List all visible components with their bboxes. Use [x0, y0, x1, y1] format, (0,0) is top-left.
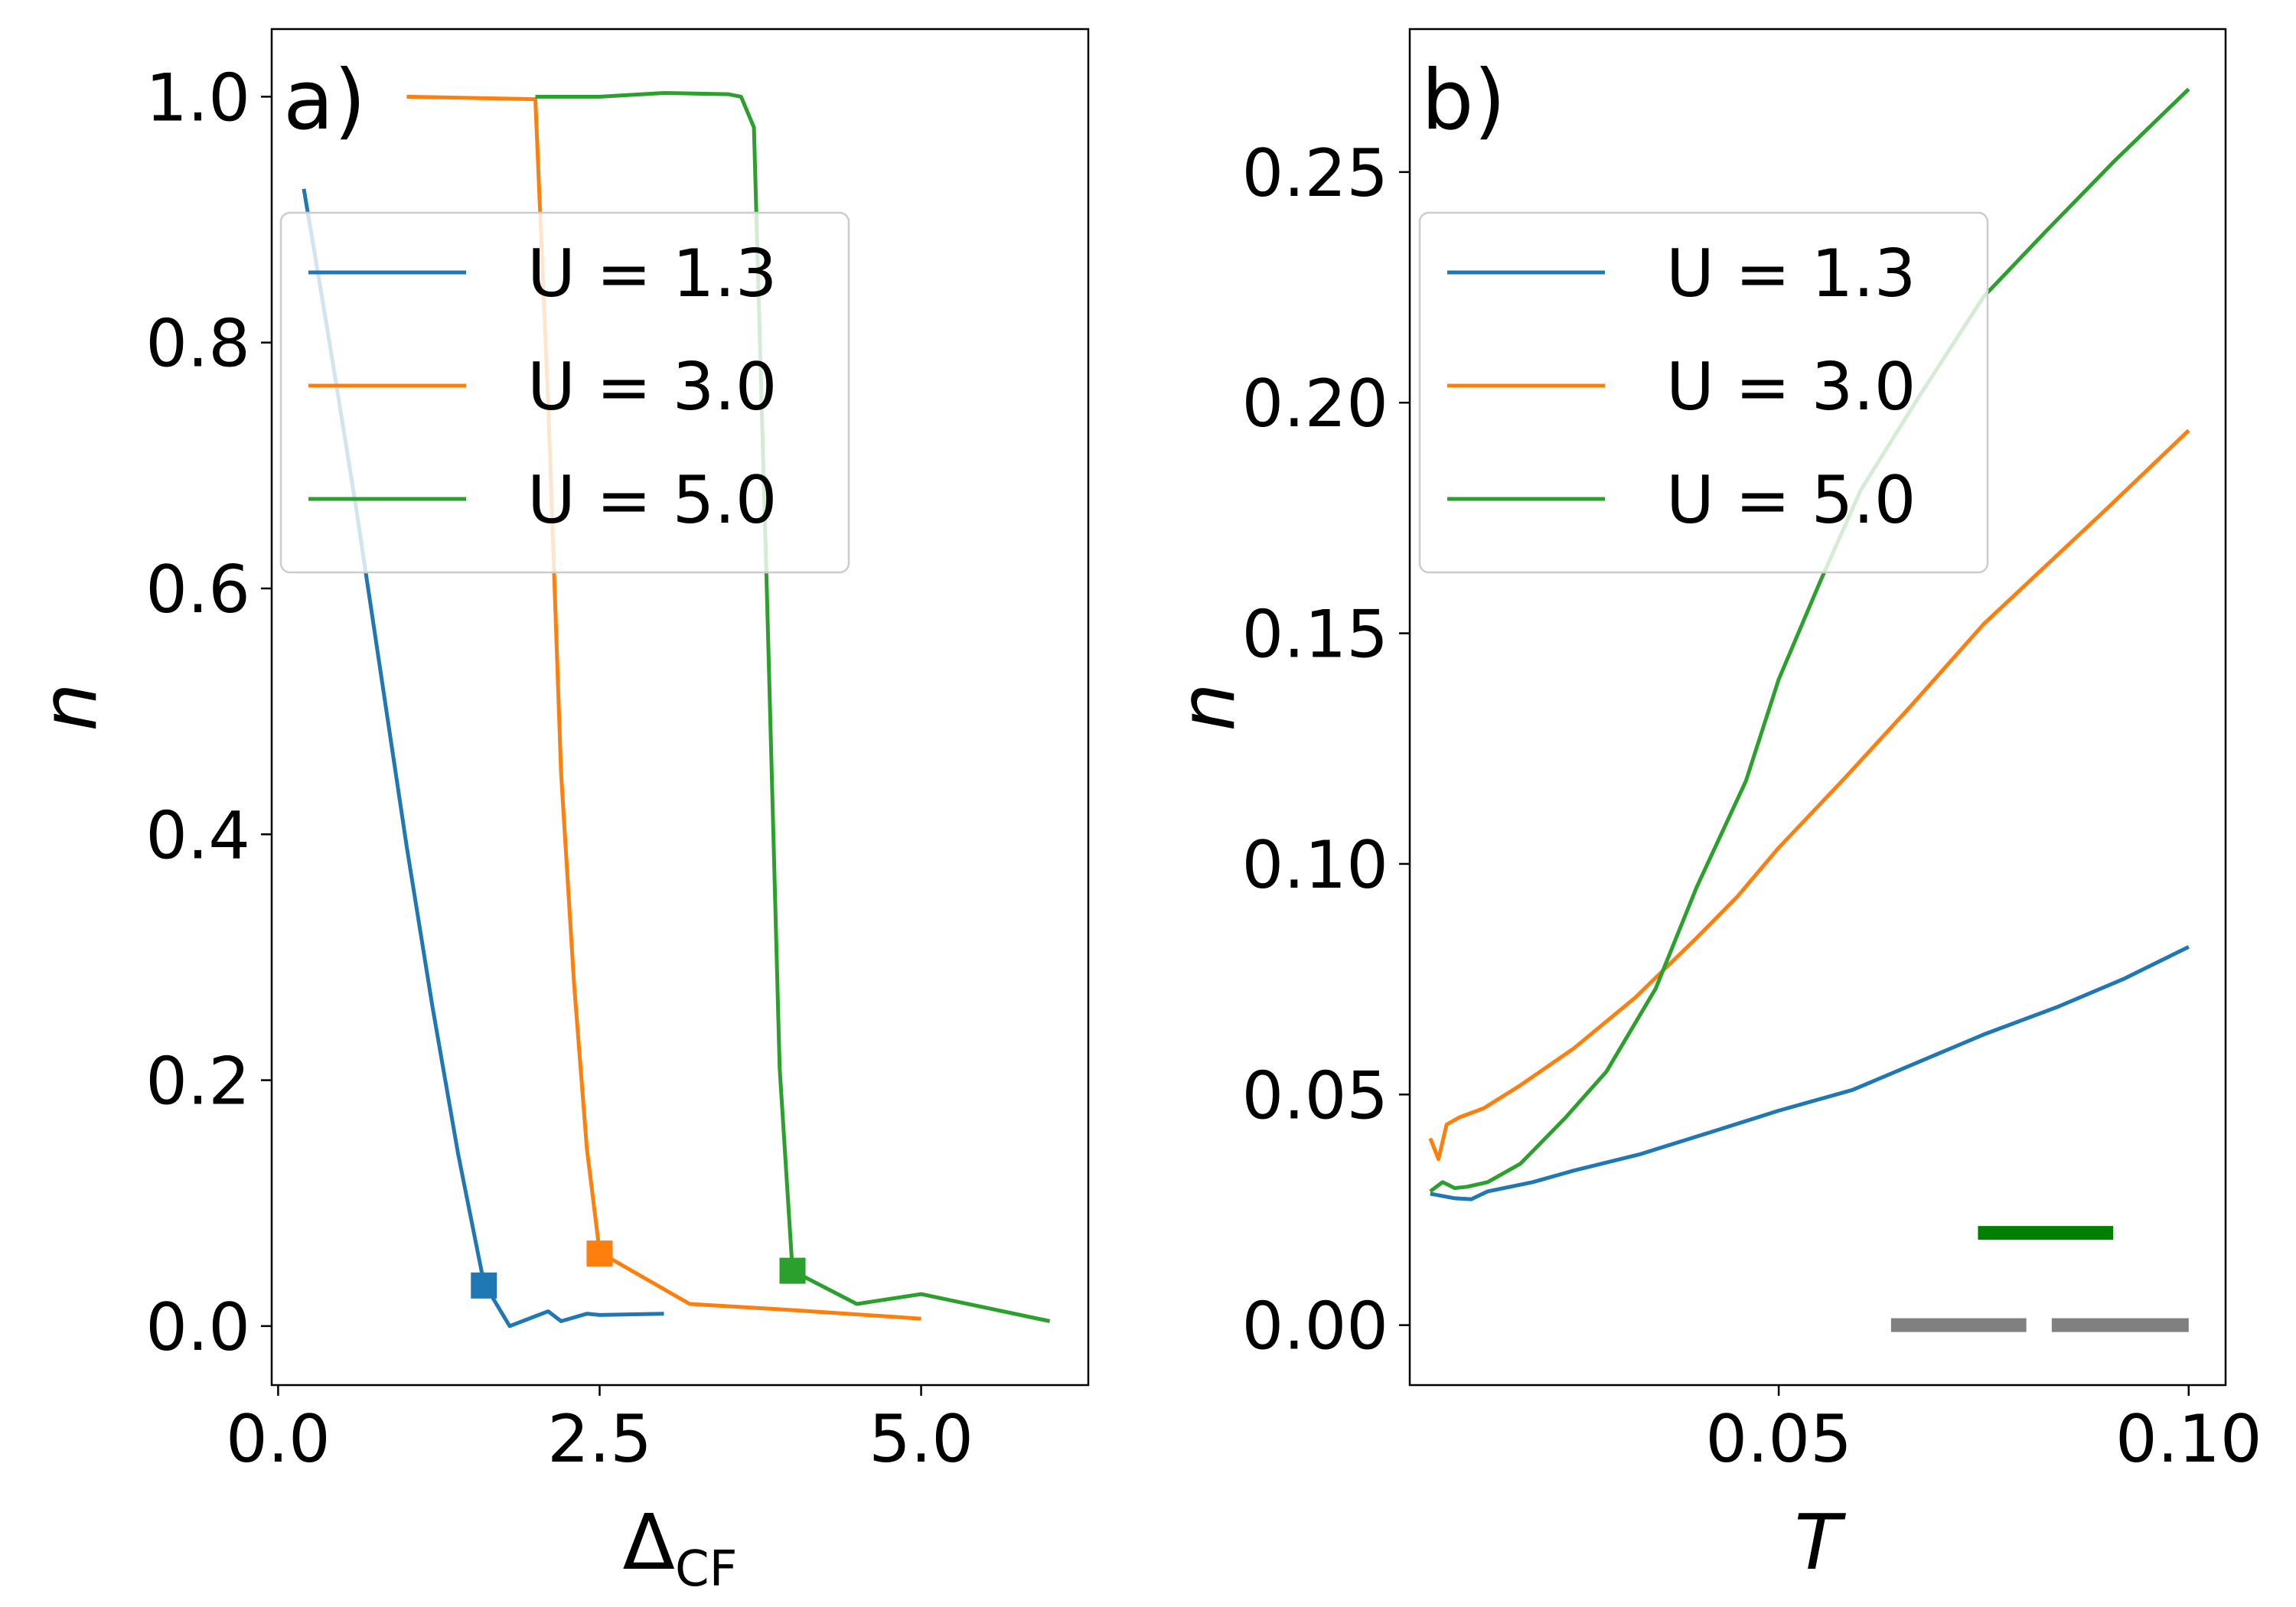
square-marker	[779, 1257, 806, 1284]
y-tick-label: 0.15	[1242, 597, 1388, 673]
x-tick-label: 0.05	[1705, 1401, 1851, 1478]
y-tick-label: 0.8	[145, 306, 250, 383]
panel-label: b)	[1421, 53, 1506, 148]
y-tick-label: 0.10	[1242, 827, 1388, 904]
x-tick-label: 2.5	[547, 1401, 652, 1478]
legend-label: U = 1.3	[527, 236, 777, 312]
square-marker	[471, 1272, 497, 1299]
x-tick-label: 0.0	[226, 1401, 331, 1478]
legend: U = 1.3 U = 3.0 U = 5.0	[1418, 211, 1989, 574]
y-tick-label: 0.4	[145, 797, 250, 874]
legend-label: U = 3.0	[1666, 349, 1916, 425]
y-tick-label: 0.6	[145, 552, 250, 628]
y-tick-label: 0.0	[145, 1289, 250, 1366]
legend-label: U = 3.0	[527, 349, 777, 425]
legend-label: U = 5.0	[527, 462, 777, 539]
x-axis-label-subscript: CF	[675, 1541, 738, 1598]
panel-a: 0.0 2.5 5.0 0.0 0.2 0.4 0.6 0.8 1.0 a) ΔCF n U = 1.3…	[24, 28, 1090, 1598]
y-tick-label: 1.0	[145, 60, 250, 136]
legend-box	[1418, 211, 1989, 574]
x-tick-label: 0.10	[2115, 1401, 2262, 1478]
legend: U = 1.3 U = 3.0 U = 5.0	[279, 211, 850, 574]
y-axis-label: n	[24, 683, 114, 731]
y-tick-label: 0.00	[1242, 1289, 1388, 1365]
y-tick-label: 0.25	[1242, 135, 1388, 212]
y-tick-label: 0.20	[1242, 366, 1388, 442]
y-tick-label: 0.2	[145, 1044, 250, 1120]
x-axis-label: ΔCF	[623, 1498, 738, 1598]
y-tick-label: 0.05	[1242, 1058, 1388, 1134]
legend-label: U = 5.0	[1666, 462, 1916, 539]
legend-box	[279, 211, 850, 574]
y-axis-label: n	[1163, 683, 1252, 731]
x-axis-label: T	[1794, 1498, 1846, 1587]
legend-label: U = 1.3	[1666, 236, 1916, 312]
axes-frame	[1408, 28, 2227, 1387]
series-line-u-1-3	[1430, 945, 2190, 1201]
series-line-u-3-0	[1428, 429, 2190, 1162]
panel-label: a)	[283, 53, 366, 148]
square-marker	[586, 1240, 613, 1267]
axes-frame	[270, 28, 1090, 1387]
panel-b: 0.05 0.10 0.00 0.05 0.10 0.15 0.20 0.25 b) Tn U = …	[1163, 28, 2262, 1587]
x-tick-label: 5.0	[869, 1401, 974, 1478]
